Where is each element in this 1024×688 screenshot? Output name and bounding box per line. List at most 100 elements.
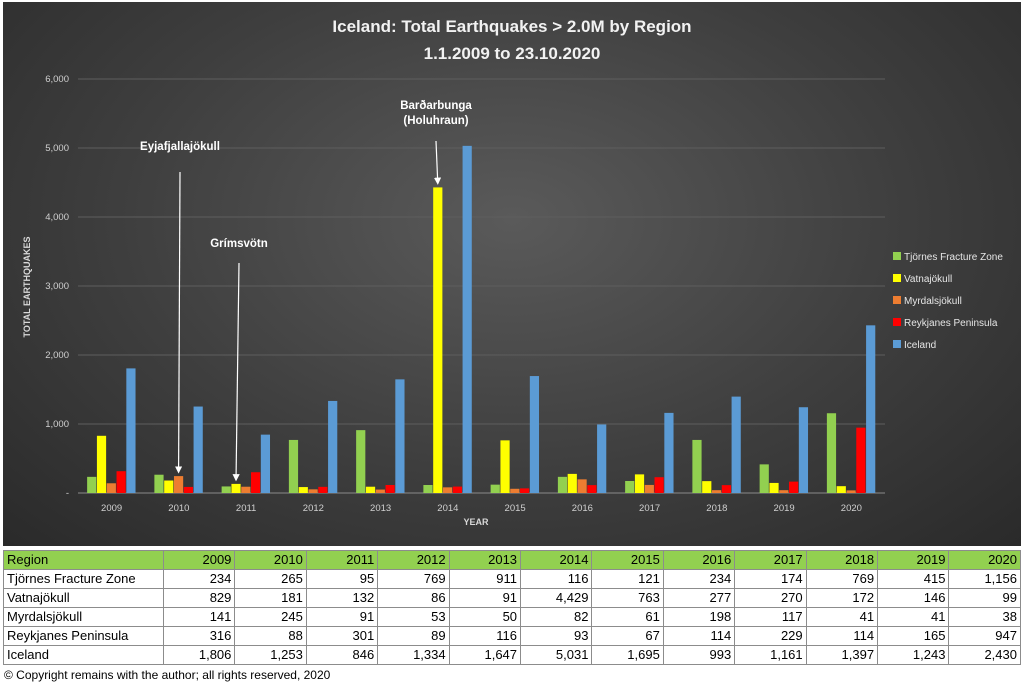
y-tick-label: 5,000 bbox=[45, 143, 69, 154]
table-row: Vatnajökull 829 181 132 86 91 4,429 763 277 270 17… bbox=[3, 588, 1021, 608]
table-cell: 1,695 bbox=[591, 645, 664, 665]
bar bbox=[356, 430, 366, 493]
table-cell: 229 bbox=[734, 626, 807, 646]
table-row: Iceland 1,806 1,253 846 1,334 1,647 5,031 1,695… bbox=[3, 645, 1021, 665]
table-header-year: 2016 bbox=[662, 550, 736, 570]
table-cell: 93 bbox=[520, 626, 593, 646]
bar bbox=[529, 376, 540, 493]
x-tick-label: 2012 bbox=[303, 503, 324, 514]
table-cell: 1,161 bbox=[734, 645, 807, 665]
legend-swatch bbox=[893, 340, 901, 348]
bar bbox=[826, 413, 837, 493]
table-cell: 234 bbox=[162, 569, 236, 589]
table-cell: 82 bbox=[520, 607, 593, 627]
bar bbox=[365, 486, 376, 493]
bar bbox=[96, 435, 107, 493]
table-cell: 116 bbox=[520, 569, 593, 589]
table-header-year: 2009 bbox=[162, 550, 236, 570]
table-cell: 41 bbox=[805, 607, 879, 627]
legend-label: Myrdalsjökull bbox=[904, 296, 962, 307]
y-tick-label: 3,000 bbox=[45, 281, 69, 292]
table-cell: 121 bbox=[591, 569, 664, 589]
table-cell: 99 bbox=[948, 588, 1021, 608]
table-cell: 769 bbox=[805, 569, 879, 589]
y-tick-label: 2,000 bbox=[45, 350, 69, 361]
table-cell: 41 bbox=[877, 607, 950, 627]
table-cell: 763 bbox=[591, 588, 664, 608]
bar bbox=[798, 407, 809, 493]
table-cell: 769 bbox=[377, 569, 450, 589]
table-cell: 1,397 bbox=[805, 645, 879, 665]
table-cell: 114 bbox=[805, 626, 879, 646]
bar bbox=[375, 489, 385, 493]
table-header-row: Region 2009 2010 2011 2012 2013 2014 2015 2016 2… bbox=[3, 550, 1021, 570]
table-cell: 4,429 bbox=[520, 588, 593, 608]
x-tick-label: 2010 bbox=[168, 503, 189, 514]
table-cell: 5,031 bbox=[520, 645, 593, 665]
table-row: Tjörnes Fracture Zone 234 265 95 769 911 116 12… bbox=[3, 569, 1021, 589]
table-cell: 415 bbox=[877, 569, 950, 589]
bar bbox=[251, 472, 261, 493]
table-row-label: Vatnajökull bbox=[3, 588, 164, 608]
table-cell: 1,334 bbox=[377, 645, 450, 665]
bar bbox=[510, 488, 520, 493]
x-tick-label: 2015 bbox=[505, 503, 526, 514]
table-row-label: Myrdalsjökull bbox=[3, 607, 164, 627]
x-tick-label: 2018 bbox=[706, 503, 727, 514]
y-tick-label: 4,000 bbox=[45, 212, 69, 223]
bar bbox=[308, 489, 318, 493]
table-cell: 116 bbox=[448, 626, 522, 646]
bar bbox=[183, 486, 193, 493]
bar bbox=[500, 440, 510, 493]
table-cell: 993 bbox=[662, 645, 736, 665]
bar bbox=[423, 485, 433, 493]
chart-panel: Iceland: Total Earthquakes > 2.0M by Reg… bbox=[3, 2, 1021, 546]
table-cell: 114 bbox=[662, 626, 736, 646]
table-header-year: 2015 bbox=[591, 550, 664, 570]
x-tick-label: 2016 bbox=[572, 503, 593, 514]
bar bbox=[779, 490, 789, 493]
bar bbox=[789, 481, 799, 493]
table-cell: 829 bbox=[162, 588, 236, 608]
chart: Iceland: Total Earthquakes > 2.0M by Reg… bbox=[22, 17, 1003, 527]
bar bbox=[173, 476, 184, 493]
table-cell: 174 bbox=[734, 569, 807, 589]
bar bbox=[328, 400, 338, 493]
bar bbox=[318, 486, 328, 493]
bar bbox=[846, 490, 856, 493]
table-cell: 95 bbox=[305, 569, 379, 589]
x-tick-label: 2013 bbox=[370, 503, 391, 514]
bar bbox=[231, 483, 241, 493]
y-tick-label: - bbox=[66, 488, 69, 499]
bar bbox=[644, 484, 654, 493]
legend-swatch bbox=[893, 252, 901, 260]
table-cell: 172 bbox=[805, 588, 879, 608]
legend-swatch bbox=[893, 318, 901, 326]
table-header-year: 2010 bbox=[234, 550, 307, 570]
table-cell: 198 bbox=[662, 607, 736, 627]
x-axis-title: YEAR bbox=[463, 517, 489, 527]
table-cell: 1,156 bbox=[948, 569, 1021, 589]
table-header-year: 2020 bbox=[948, 550, 1021, 570]
table-header-year: 2019 bbox=[877, 550, 950, 570]
y-axis-title: TOTAL EARTHQUAKES bbox=[22, 236, 32, 337]
annotation-label-line2: (Holuhraun) bbox=[403, 115, 468, 127]
table-cell: 1,647 bbox=[448, 645, 522, 665]
x-tick-label: 2019 bbox=[774, 503, 795, 514]
table-cell: 146 bbox=[877, 588, 950, 608]
table-cell: 270 bbox=[734, 588, 807, 608]
x-tick-label: 2009 bbox=[101, 503, 122, 514]
bar bbox=[702, 481, 712, 493]
table-header-year: 2014 bbox=[520, 550, 593, 570]
table-cell: 132 bbox=[305, 588, 379, 608]
table-cell: 91 bbox=[305, 607, 379, 627]
x-tick-label: 2014 bbox=[437, 503, 458, 514]
bar bbox=[164, 480, 174, 493]
bar bbox=[654, 477, 664, 493]
bar bbox=[288, 439, 299, 493]
bar bbox=[385, 485, 395, 493]
table-cell: 141 bbox=[162, 607, 236, 627]
legend-label: Iceland bbox=[904, 340, 936, 351]
table-cell: 61 bbox=[591, 607, 664, 627]
legend-label: Tjörnes Fracture Zone bbox=[904, 252, 1003, 263]
